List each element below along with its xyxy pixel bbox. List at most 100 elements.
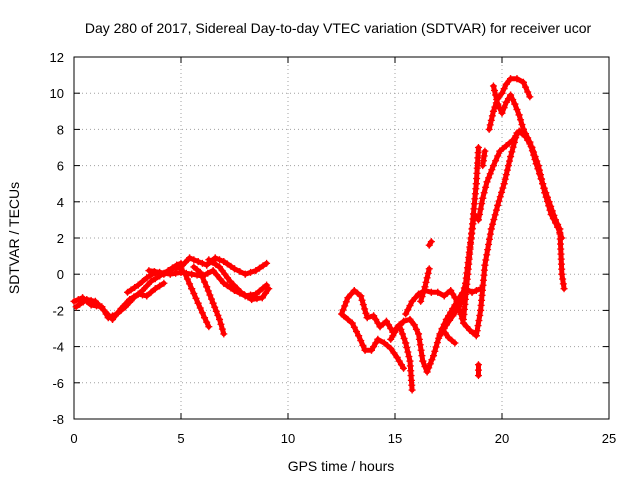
data-point — [83, 296, 91, 304]
data-point — [451, 294, 459, 302]
data-point — [436, 332, 444, 340]
data-point — [511, 100, 519, 108]
data-point — [526, 93, 534, 101]
data-point — [192, 294, 200, 302]
data-point — [350, 323, 358, 331]
data-point — [220, 279, 228, 287]
data-point — [482, 256, 490, 264]
data-point — [389, 332, 397, 340]
data-point — [491, 86, 499, 94]
data-point — [447, 286, 455, 294]
data-point — [352, 328, 360, 336]
data-point — [244, 293, 252, 301]
data-point — [361, 346, 369, 354]
data-point — [262, 289, 270, 297]
data-point — [209, 267, 217, 275]
data-point — [428, 356, 436, 364]
data-point — [205, 323, 213, 331]
data-point — [237, 288, 245, 296]
data-point — [474, 216, 482, 224]
data-point — [342, 298, 350, 306]
data-point — [147, 288, 155, 296]
data-point — [502, 98, 510, 106]
data-point — [476, 311, 484, 319]
x-tick-label: 5 — [177, 431, 184, 446]
data-point — [480, 152, 488, 160]
data-point — [473, 327, 481, 335]
data-point — [117, 305, 125, 313]
data-point — [405, 353, 413, 361]
data-point — [446, 316, 454, 324]
data-point — [156, 282, 164, 290]
data-point — [474, 144, 482, 151]
data-point — [530, 151, 538, 159]
data-point — [216, 256, 224, 264]
data-point — [548, 207, 556, 215]
data-point — [416, 341, 424, 349]
y-tick-label: 10 — [50, 86, 64, 101]
data-point — [417, 297, 425, 305]
data-point — [236, 267, 244, 275]
data-point — [216, 315, 224, 323]
data-point — [211, 254, 219, 262]
data-point — [482, 183, 490, 191]
data-point — [190, 256, 198, 264]
data-point — [390, 349, 398, 357]
data-point — [127, 286, 135, 294]
data-point — [517, 116, 525, 124]
data-point — [421, 283, 429, 291]
data-point — [358, 296, 366, 304]
data-point — [160, 279, 168, 287]
data-point — [259, 262, 267, 270]
data-point — [216, 263, 224, 271]
data-point — [355, 332, 363, 340]
data-point — [432, 343, 440, 351]
data-point — [143, 274, 151, 282]
data-point — [221, 270, 229, 278]
data-point — [357, 292, 365, 300]
data-point — [522, 130, 530, 138]
data-point — [479, 162, 487, 170]
data-point — [481, 147, 489, 155]
data-point — [240, 291, 248, 299]
data-point — [218, 325, 226, 333]
data-point — [206, 291, 214, 299]
data-point — [519, 78, 527, 86]
data-point — [218, 267, 226, 275]
data-point — [501, 175, 509, 183]
data-point — [474, 322, 482, 330]
data-point — [485, 235, 493, 243]
data-point — [513, 75, 521, 83]
data-point — [539, 180, 547, 188]
data-point — [241, 270, 249, 278]
data-trace — [178, 266, 212, 330]
data-point — [248, 296, 256, 304]
data-point — [524, 134, 532, 142]
data-point — [357, 337, 365, 345]
data-point — [227, 262, 235, 270]
data-point — [479, 194, 487, 202]
data-point — [449, 312, 457, 320]
data-point — [393, 325, 401, 332]
data-point — [209, 299, 217, 307]
data-point — [479, 157, 487, 165]
data-point — [224, 274, 232, 282]
data-point — [489, 107, 497, 115]
data-point — [201, 278, 209, 286]
data-point — [508, 148, 516, 156]
data-point — [415, 330, 423, 338]
data-trace — [73, 280, 167, 322]
y-tick-label: -8 — [52, 412, 64, 427]
data-point — [91, 297, 99, 305]
data-point — [203, 283, 211, 291]
data-point — [138, 277, 146, 285]
data-point — [438, 325, 446, 332]
data-point — [494, 100, 502, 108]
data-point — [423, 274, 431, 282]
data-point — [255, 287, 263, 295]
data-point — [486, 230, 494, 238]
data-point — [104, 311, 112, 319]
data-point — [486, 170, 494, 178]
data-point — [76, 300, 84, 308]
data-point — [559, 280, 567, 288]
